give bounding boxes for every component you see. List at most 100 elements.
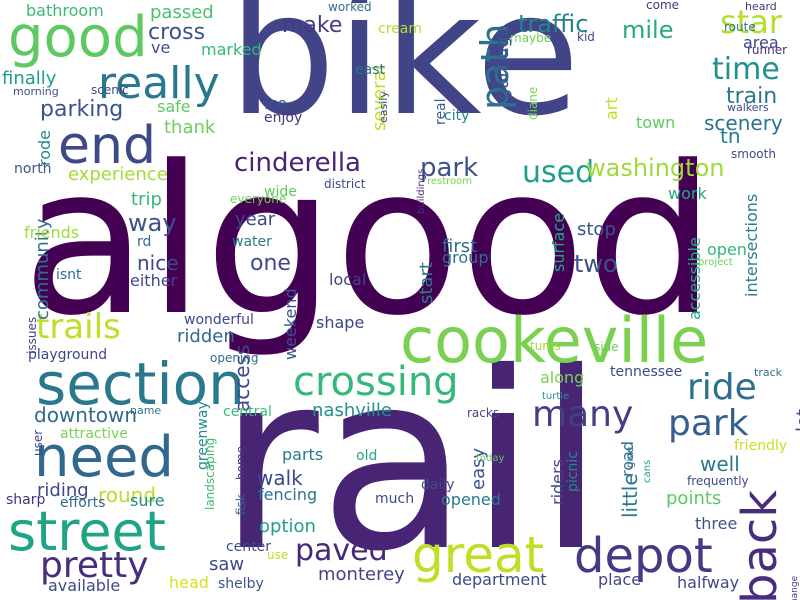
word-cream: cream bbox=[378, 21, 422, 37]
word-ridden: ridden bbox=[177, 326, 235, 347]
word-walkers: walkers bbox=[727, 101, 769, 114]
word-rail: rail bbox=[218, 320, 605, 600]
word-one: one bbox=[250, 251, 291, 276]
word-everyone: everyone bbox=[230, 192, 287, 206]
word-ice: ice bbox=[264, 94, 288, 113]
word-used: used bbox=[522, 155, 595, 190]
word-saw: saw bbox=[209, 554, 245, 575]
word-thank: thank bbox=[164, 117, 216, 138]
word-picnic: picnic bbox=[565, 451, 581, 492]
word-enjoy: enjoy bbox=[264, 110, 303, 126]
word-town: town bbox=[636, 113, 676, 132]
word-morning: morning bbox=[13, 85, 59, 98]
word-open: open bbox=[707, 240, 747, 259]
word-friendly: friendly bbox=[734, 438, 788, 454]
word-change: change bbox=[790, 575, 800, 600]
word-park: park bbox=[420, 153, 479, 183]
word-district: district bbox=[324, 177, 366, 191]
word-route: route bbox=[724, 20, 756, 34]
word-project: project bbox=[698, 257, 733, 268]
word-available: available bbox=[48, 576, 121, 595]
word-easily: easily bbox=[377, 91, 390, 123]
word-round: round bbox=[98, 483, 157, 507]
word-restroom: restroom bbox=[427, 176, 473, 187]
word-trails: trails bbox=[36, 307, 121, 347]
word-buildings: buildings bbox=[416, 168, 427, 214]
word-stop: stop bbox=[577, 219, 616, 240]
word-year: year bbox=[235, 209, 276, 230]
word-isnt: isnt bbox=[56, 267, 82, 283]
word-wide: wide bbox=[264, 184, 297, 200]
word-east: east bbox=[355, 62, 385, 78]
word-fisk: fisk bbox=[234, 494, 248, 515]
word-nice: nice bbox=[137, 251, 179, 275]
word-little: little bbox=[618, 473, 642, 518]
word-nashville: nashville bbox=[312, 400, 392, 421]
word-weekend: weekend bbox=[281, 288, 300, 360]
word-start: start bbox=[416, 262, 437, 304]
word-along: along bbox=[540, 368, 585, 387]
word-cross: cross bbox=[148, 20, 206, 45]
word-place: place bbox=[598, 570, 642, 589]
word-runner: runner bbox=[747, 43, 788, 57]
word-scenery: scenery bbox=[704, 111, 783, 135]
word-playground: playground bbox=[28, 347, 108, 363]
word-maybe: maybe bbox=[510, 31, 552, 45]
word-ve: ve bbox=[151, 38, 171, 57]
word-good: good bbox=[8, 5, 148, 70]
word-turns: turns bbox=[530, 339, 561, 353]
word-turtle: turtle bbox=[542, 391, 570, 402]
word-today: today bbox=[476, 453, 505, 464]
word-central: central bbox=[223, 404, 272, 420]
word-old: old bbox=[356, 448, 378, 464]
word-kid: kid bbox=[577, 30, 595, 44]
word-rd: rd bbox=[137, 234, 152, 250]
word-fencing: fencing bbox=[258, 485, 318, 504]
word-need: need bbox=[34, 425, 174, 490]
word-head: head bbox=[169, 573, 209, 592]
word-either: either bbox=[130, 271, 178, 290]
word-department: department bbox=[452, 570, 547, 589]
word-scenic: scenic bbox=[91, 83, 129, 97]
word-well: well bbox=[700, 452, 740, 476]
word-area: area bbox=[743, 33, 779, 52]
word-downtown: downtown bbox=[34, 403, 138, 427]
word-marked: marked bbox=[201, 40, 262, 59]
word-way: way bbox=[128, 209, 177, 237]
word-surface: surface bbox=[549, 212, 568, 272]
word-make: make bbox=[282, 13, 343, 38]
word-traffic: traffic bbox=[518, 10, 589, 38]
word-park: park bbox=[668, 403, 749, 444]
word-option: option bbox=[259, 516, 316, 537]
word-come: come bbox=[646, 0, 680, 12]
word-daily: daily bbox=[421, 477, 455, 493]
word-many: many bbox=[532, 394, 634, 435]
word-two: two bbox=[574, 250, 618, 278]
word-opening: opening bbox=[210, 351, 259, 365]
word-center: center bbox=[226, 539, 272, 555]
word-passed: passed bbox=[150, 2, 214, 23]
word-much: much bbox=[375, 491, 415, 507]
word-really: really bbox=[98, 58, 220, 109]
word-points: points bbox=[666, 488, 722, 509]
word-shelby: shelby bbox=[218, 576, 264, 592]
word-finally: finally bbox=[2, 68, 57, 89]
word-crossing: crossing bbox=[293, 359, 459, 405]
word-walk: walk bbox=[257, 466, 303, 490]
word-back: back bbox=[732, 489, 788, 600]
word-city: city bbox=[444, 108, 470, 124]
word-smooth: smooth bbox=[731, 147, 776, 161]
word-tennessee: tennessee bbox=[610, 364, 683, 380]
word-bike: bike bbox=[228, 0, 581, 154]
word-cans: cans bbox=[642, 459, 653, 483]
word-attractive: attractive bbox=[60, 426, 128, 442]
word-work: work bbox=[668, 184, 707, 203]
word-side: side bbox=[594, 340, 619, 354]
word-diane: diane bbox=[526, 86, 540, 120]
word-time: time bbox=[712, 52, 780, 87]
word-bathroom: bathroom bbox=[26, 1, 104, 20]
word-tn: tn bbox=[720, 124, 741, 148]
word-sure: sure bbox=[130, 491, 165, 510]
word-local: local bbox=[329, 270, 367, 289]
word-racks: racks bbox=[467, 406, 500, 420]
